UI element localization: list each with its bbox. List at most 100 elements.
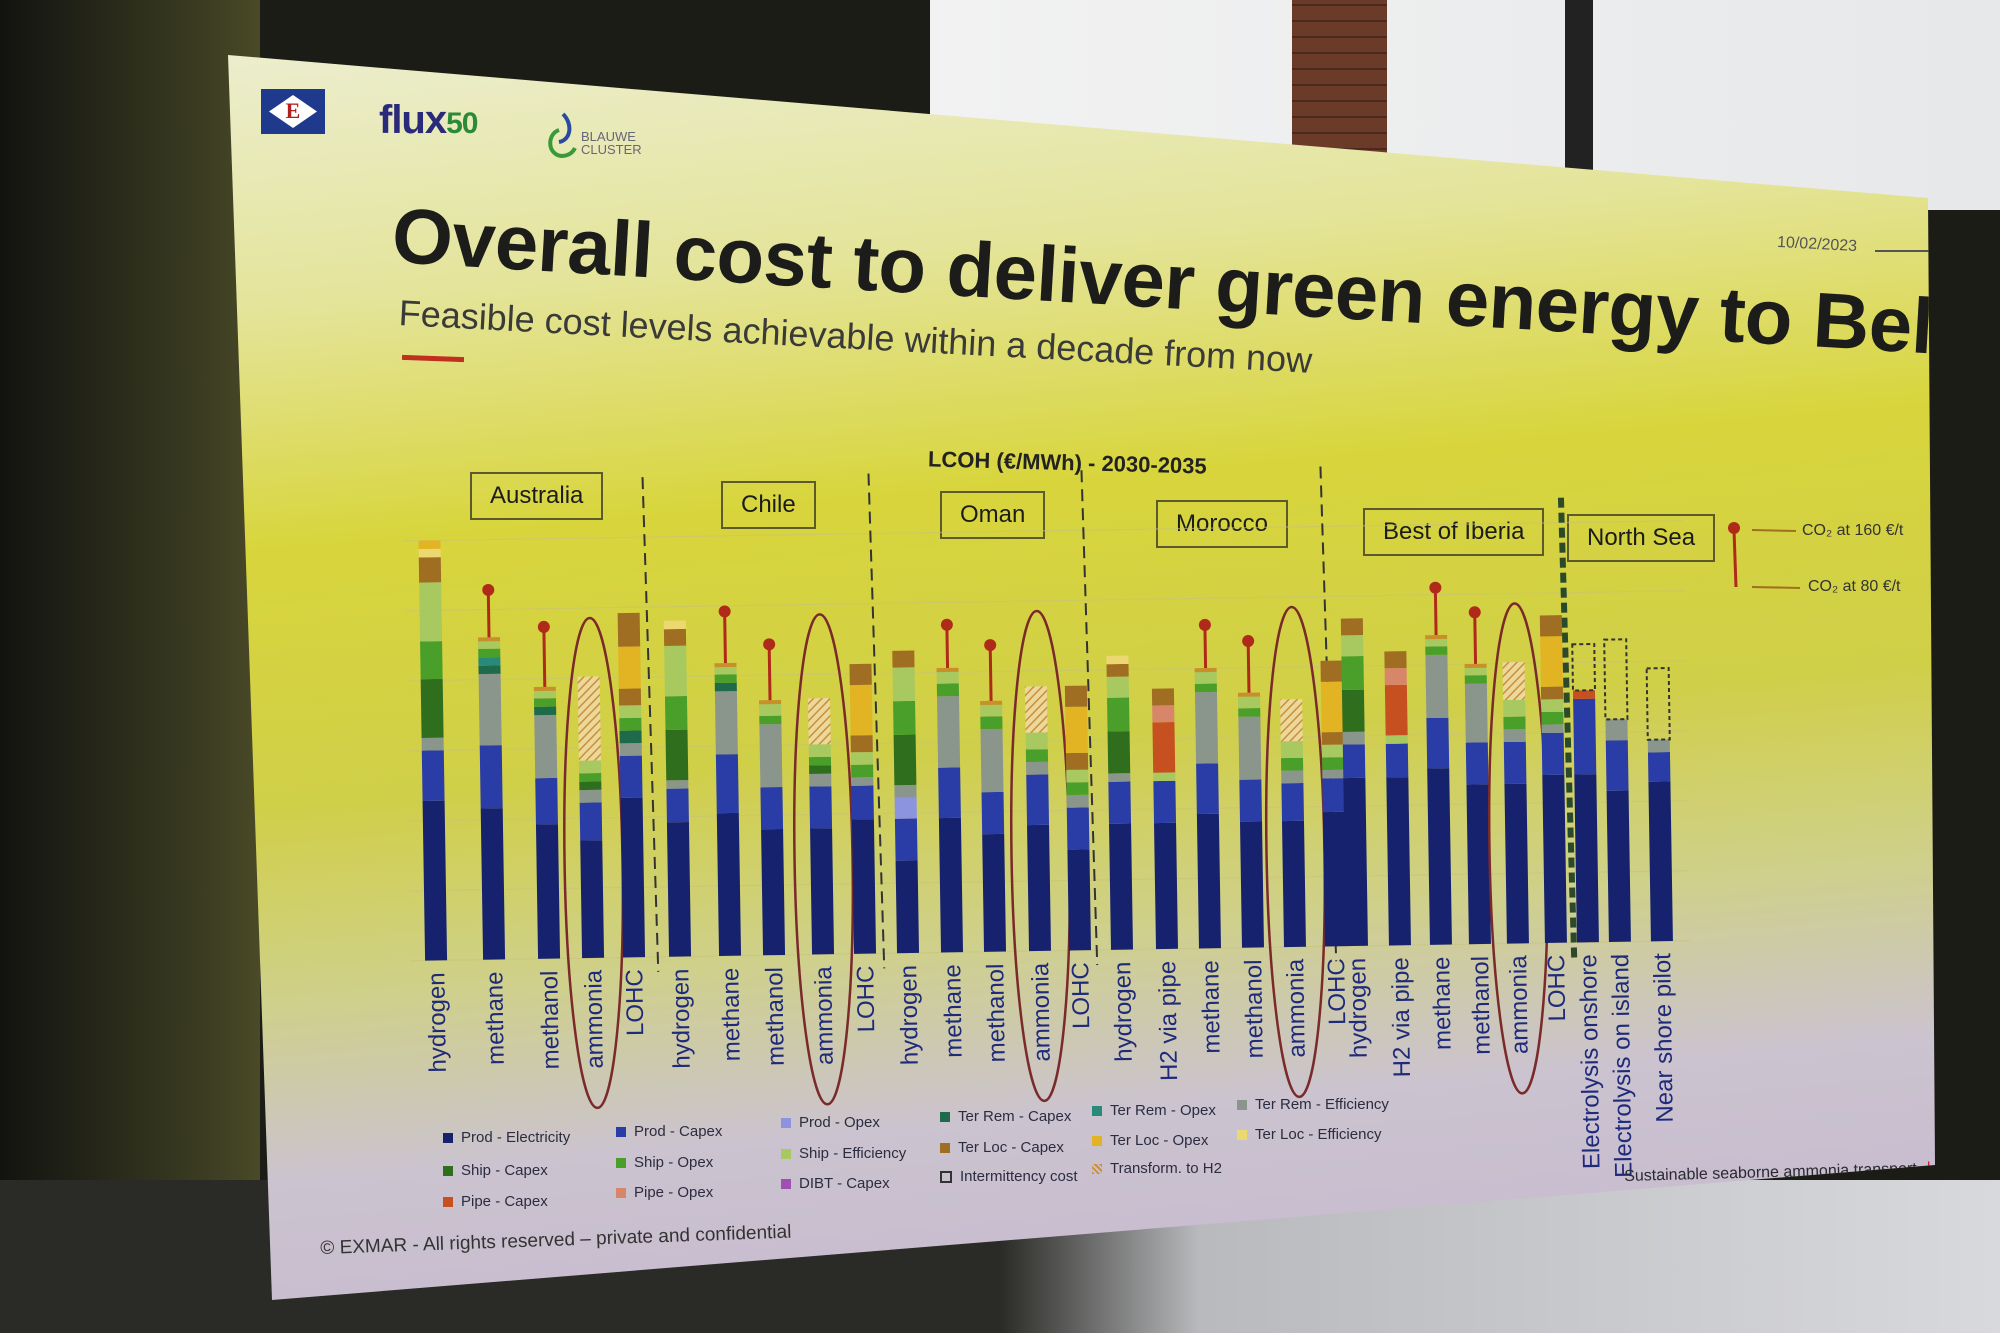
bar-segment-ship-efficiency [936,670,959,684]
bar-segment-prod-capex [1239,779,1263,822]
bar-segment-prod-capex [1153,780,1177,824]
bar-segment-ter-loc-capex [1106,663,1129,677]
co2-range-line [988,645,993,704]
legend-item: Intermittency cost [940,1168,1078,1185]
co2-range-line [486,589,491,641]
bar-segment-prod-capex [479,745,503,809]
bar-segment-prod-capex [1503,741,1527,785]
bar-segment-ter-rem-efficiency [936,695,961,768]
bar-segment-ship-capex [1341,689,1365,732]
bar-segment-prod-capex [666,788,689,823]
bar-segment-ship-efficiency [1321,744,1345,758]
bar-segment-ship-efficiency [578,760,602,774]
bar-segment-ship-opex [1194,683,1217,693]
bar-segment-prod-electricity [535,824,561,959]
legend-swatch [616,1127,626,1138]
bar-segment-ship-capex [1107,731,1131,774]
bar-morocco-methanol: methanol [1237,635,1269,1059]
legend-label: Ship - Capex [461,1162,548,1179]
co2-legend-marker [1728,522,1740,534]
bar-segment-ship-opex [808,756,832,766]
bar-segment-transform-to-h2 [808,698,831,745]
bar-segment-ship-efficiency [1025,732,1048,750]
bar-segment-prod-electricity [1427,768,1452,945]
bar-segment-prod-capex [1196,763,1219,815]
bar-segment-prod-electricity [1648,781,1673,942]
legend-label: Ship - Opex [634,1154,714,1171]
bar-segment-ter-rem-efficiency [478,673,502,746]
legend-item: Prod - Capex [616,1123,722,1140]
bar-segment-ter-loc-opex [1320,681,1344,733]
bar-best-of-iberia-lohc: LOHC [1539,615,1571,1022]
bar-segment-ship-efficiency [1503,699,1526,717]
bar-segment-prod-electricity [851,819,877,954]
co2-160-marker [482,583,495,596]
bar-morocco-h2-via-pipe: H2 via pipe [1151,688,1183,1081]
legend-swatch [443,1133,453,1144]
bar-segment-transform-to-h2 [577,676,601,761]
bar-segment-prod-capex [760,786,784,830]
bar-segment-ter-rem-capex [534,706,557,716]
legend-item: DIBT - Capex [781,1175,890,1192]
bar-oman-methane: methane [936,618,968,1058]
co2-160-marker [1242,635,1255,648]
bar-segment-prod-capex [1385,743,1409,778]
plot-area: hydrogen methane methanol ammonia LOHC hydrog… [403,466,1690,1178]
region-label-north-sea: North Sea [1567,514,1716,562]
co2-160-marker [537,620,550,633]
bar-segment-ship-opex [1066,782,1089,796]
bar-segment-ter-rem-efficiency [1194,691,1219,764]
north-sea-divider [1557,497,1578,958]
co2-range-line [945,624,950,671]
bar-segment-ship-opex [1025,749,1049,763]
legend-item: Prod - Opex [781,1114,880,1131]
bar-segment-prod-capex [894,818,918,861]
bar-segment-ter-rem-efficiency [980,728,1004,793]
bar-segment-ship-efficiency [1541,699,1564,713]
legend-label: Pipe - Opex [634,1184,714,1201]
legend-swatch [1237,1130,1247,1141]
bar-segment-ship-efficiency [1425,637,1448,647]
legend-swatch [1092,1136,1102,1147]
bar-australia-hydrogen: hydrogen [418,540,452,1073]
bar-segment-ship-opex [980,716,1003,730]
bar-segment-ter-rem-capex [714,682,737,692]
blauwe-cluster-logo: BLAUWE CLUSTER [545,110,655,165]
legend-item: Ter Rem - Opex [1092,1102,1216,1119]
bar-segment-intermittency-cost [1645,667,1671,741]
legend-swatch [781,1179,791,1190]
bar-segment-prod-electricity [1240,821,1264,948]
category-label: Electrolysis onshore [1575,954,1605,1169]
bar-segment-ter-loc-capex [1384,651,1407,669]
bar-segment-ship-opex [1281,757,1304,771]
bar-segment-ter-loc-efficiency [1106,655,1129,665]
bar-segment-ter-rem-efficiency [1342,731,1365,745]
bar-segment-ter-loc-opex [1540,636,1563,687]
bar-segment-prod-electricity [761,828,786,956]
legend-label: Intermittency cost [960,1168,1078,1185]
bar-segment-ter-loc-efficiency [663,620,686,630]
bar-australia-methanol: methanol [533,620,565,1070]
bar-australia-lohc: LOHC [617,612,649,1036]
bar-segment-ship-efficiency [1238,695,1261,709]
bar-segment-prod-electricity [580,840,605,959]
bar-segment-ter-loc-capex [418,557,442,583]
bar-segment-ter-loc-capex [1539,615,1563,637]
bar-segment-prod-electricity [422,800,448,961]
bar-segment-ship-efficiency [808,744,831,758]
category-label: LOHC [621,969,649,1036]
legend-item: Ship - Opex [616,1154,713,1171]
bar-north-sea-near-shore-pilot: Near shore pilot [1645,667,1679,1123]
bar-oman-ammonia: ammonia [1010,609,1072,1103]
bar-segment-prod-electricity [716,812,742,956]
bar-segment-ship-opex [1541,711,1564,725]
gridline [403,520,1684,542]
bar-segment-intermittency-cost [1571,642,1596,692]
bar-segment-ter-loc-capex [1321,731,1344,745]
bar-segment-prod-electricity [1154,822,1178,950]
bar-segment-ship-efficiency [1066,769,1089,783]
bar-segment-prod-electricity [982,833,1007,952]
bar-segment-ship-opex [1464,675,1487,684]
bar-segment-ter-rem-efficiency [1464,683,1488,743]
